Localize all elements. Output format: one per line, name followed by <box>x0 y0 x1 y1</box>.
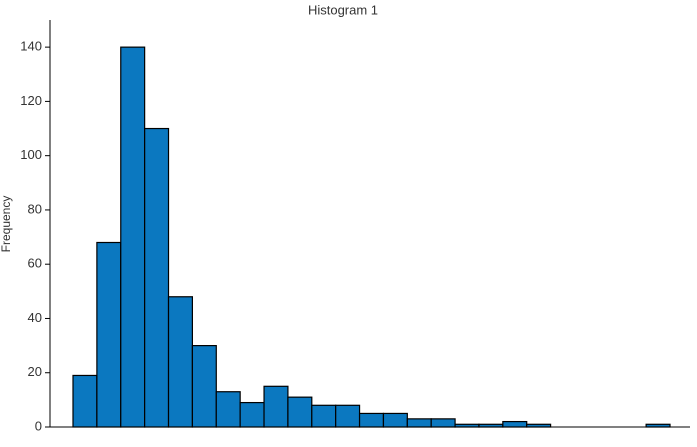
bar <box>358 412 385 428</box>
y-tick-label: 120 <box>20 93 42 108</box>
bar <box>478 423 504 428</box>
y-tick-label: 40 <box>28 310 42 325</box>
bar <box>454 423 480 428</box>
bar <box>430 418 456 428</box>
bar <box>645 423 671 428</box>
bar <box>239 401 265 428</box>
bar <box>311 404 337 428</box>
y-tick-label: 80 <box>28 201 42 216</box>
bar <box>167 296 194 428</box>
y-tick-label: 20 <box>28 364 42 379</box>
y-tick-label: 140 <box>20 39 42 54</box>
bar <box>191 345 217 428</box>
bar <box>287 396 313 428</box>
bar <box>526 423 552 428</box>
bar <box>502 420 528 428</box>
bar <box>215 391 241 428</box>
bar <box>72 374 98 428</box>
bar <box>96 241 122 428</box>
bar <box>263 385 289 428</box>
y-axis-label: Frequency <box>0 196 13 253</box>
bar <box>144 127 170 428</box>
y-tick-label: 0 <box>35 418 42 433</box>
bar <box>382 412 408 428</box>
y-tick-label: 60 <box>28 256 42 271</box>
bar <box>120 46 146 428</box>
y-tick-label: 100 <box>20 147 42 162</box>
bar <box>406 418 432 428</box>
bar <box>335 404 361 428</box>
chart-title: Histogram 1 <box>308 2 378 17</box>
